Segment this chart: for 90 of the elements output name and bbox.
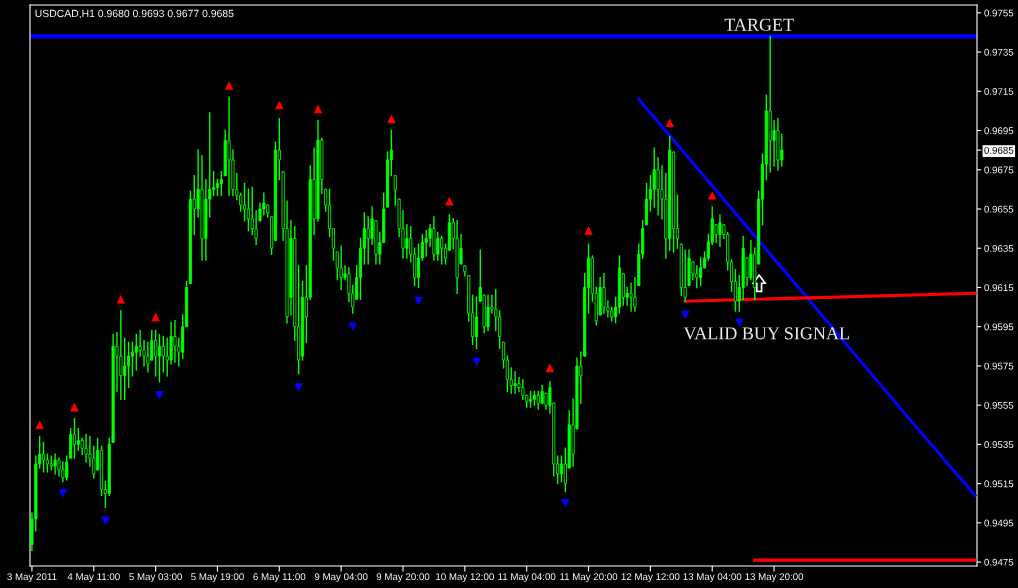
candlestick: [513, 371, 517, 395]
point: [224, 81, 234, 90]
point: [275, 100, 284, 110]
candlestick: [61, 461, 65, 483]
candlestick: [119, 310, 123, 400]
x-tick-label: 6 May 11:00: [253, 573, 306, 583]
y-tick-label: 0.9685: [984, 146, 1014, 154]
point: [735, 318, 744, 328]
candlestick: [695, 265, 699, 289]
x-tick-label: 13 May 20:00: [745, 573, 804, 583]
point: [387, 114, 396, 124]
y-tick-label: 0.9475: [984, 558, 1014, 566]
candlestick: [53, 453, 57, 475]
x-tick-label: 10 May 12:00: [436, 573, 494, 583]
x-tick-label: 5 May 03:00: [129, 573, 182, 583]
candlestick: [65, 455, 69, 481]
annotation: TARGET: [724, 18, 794, 31]
x-tick-label: 3 May 2011: [7, 573, 57, 583]
point: [665, 118, 674, 127]
point: [414, 296, 423, 306]
y-tick-label: 0.9735: [984, 48, 1014, 56]
y-tick-label: 0.9515: [984, 480, 1014, 488]
point: [58, 489, 68, 498]
candlestick: [699, 257, 703, 287]
candlestick: [656, 157, 660, 216]
y-tick-label: 0.9575: [984, 362, 1014, 370]
y-tick-label: 0.9635: [984, 244, 1014, 252]
candlestick: [440, 235, 444, 265]
candlestick: [161, 335, 165, 373]
point: [155, 391, 164, 400]
candlestick: [72, 418, 77, 459]
candlestick: [84, 433, 88, 463]
candlestick: [146, 341, 150, 373]
candlestick: [780, 133, 784, 167]
candlestick: [126, 341, 131, 389]
point: [116, 294, 126, 304]
candlestick: [154, 329, 158, 377]
y-tick-label: 0.9555: [984, 401, 1014, 409]
candlestick: [242, 182, 247, 222]
y-tick-label: 0.9655: [984, 205, 1014, 213]
y-tick-label: 0.9495: [984, 519, 1014, 527]
y-tick-label: 0.9695: [984, 127, 1014, 135]
candlestick: [486, 294, 490, 332]
candlestick: [339, 245, 343, 291]
candlestick: [559, 455, 564, 483]
candlestick: [718, 214, 722, 247]
x-tick-label: 4 May 11:00: [67, 573, 120, 583]
candlestick: [157, 333, 162, 383]
y-tick-label: 0.9595: [984, 323, 1014, 331]
y-tick-label: 0.9675: [984, 166, 1014, 174]
candlestick: [366, 216, 370, 265]
point: [545, 363, 555, 373]
candlestick: [69, 427, 73, 459]
x-tick-label: 12 May 12:00: [621, 573, 680, 583]
candlestick: [41, 441, 46, 473]
x-tick-label: 9 May 04:00: [314, 573, 368, 583]
point: [680, 310, 690, 320]
candlestick: [405, 223, 409, 259]
point: [584, 226, 593, 235]
candlestick: [165, 337, 169, 377]
y-tick-label: 0.9715: [984, 88, 1014, 95]
candlestick: [521, 378, 525, 400]
point: [35, 420, 44, 430]
y-tick-label: 0.9615: [984, 284, 1014, 292]
candlestick: [416, 243, 421, 289]
candlestick: [123, 337, 127, 400]
x-tick-label: 9 May 20:00: [376, 573, 430, 583]
x-tick-label: 11 May 20:00: [560, 573, 618, 583]
candlestick: [76, 427, 80, 451]
candlestick: [602, 273, 606, 314]
candlestick: [130, 341, 135, 377]
candlestick: [436, 231, 440, 261]
x-tick-label: 5 May 19:00: [191, 573, 244, 583]
y-tick-label: 0.9755: [984, 9, 1014, 17]
candlestick: [498, 310, 502, 349]
x-tick-label: 13 May 04:00: [683, 573, 742, 583]
point: [151, 312, 160, 322]
candlestick: [227, 96, 231, 196]
x-tick-label: 11 May 04:00: [498, 573, 556, 583]
line-series: [637, 97, 977, 497]
candlestick: [173, 320, 177, 363]
point: [294, 383, 303, 392]
candlestick: [212, 171, 216, 196]
candlestick: [652, 147, 656, 208]
point: [707, 190, 717, 200]
point: [348, 322, 358, 331]
y-tick-label: 0.9535: [984, 441, 1014, 448]
point: [561, 498, 570, 508]
chart-title: USDCAD,H1 0.9680 0.9693 0.9677 0.9685: [35, 9, 234, 19]
candlestick: [246, 188, 250, 232]
